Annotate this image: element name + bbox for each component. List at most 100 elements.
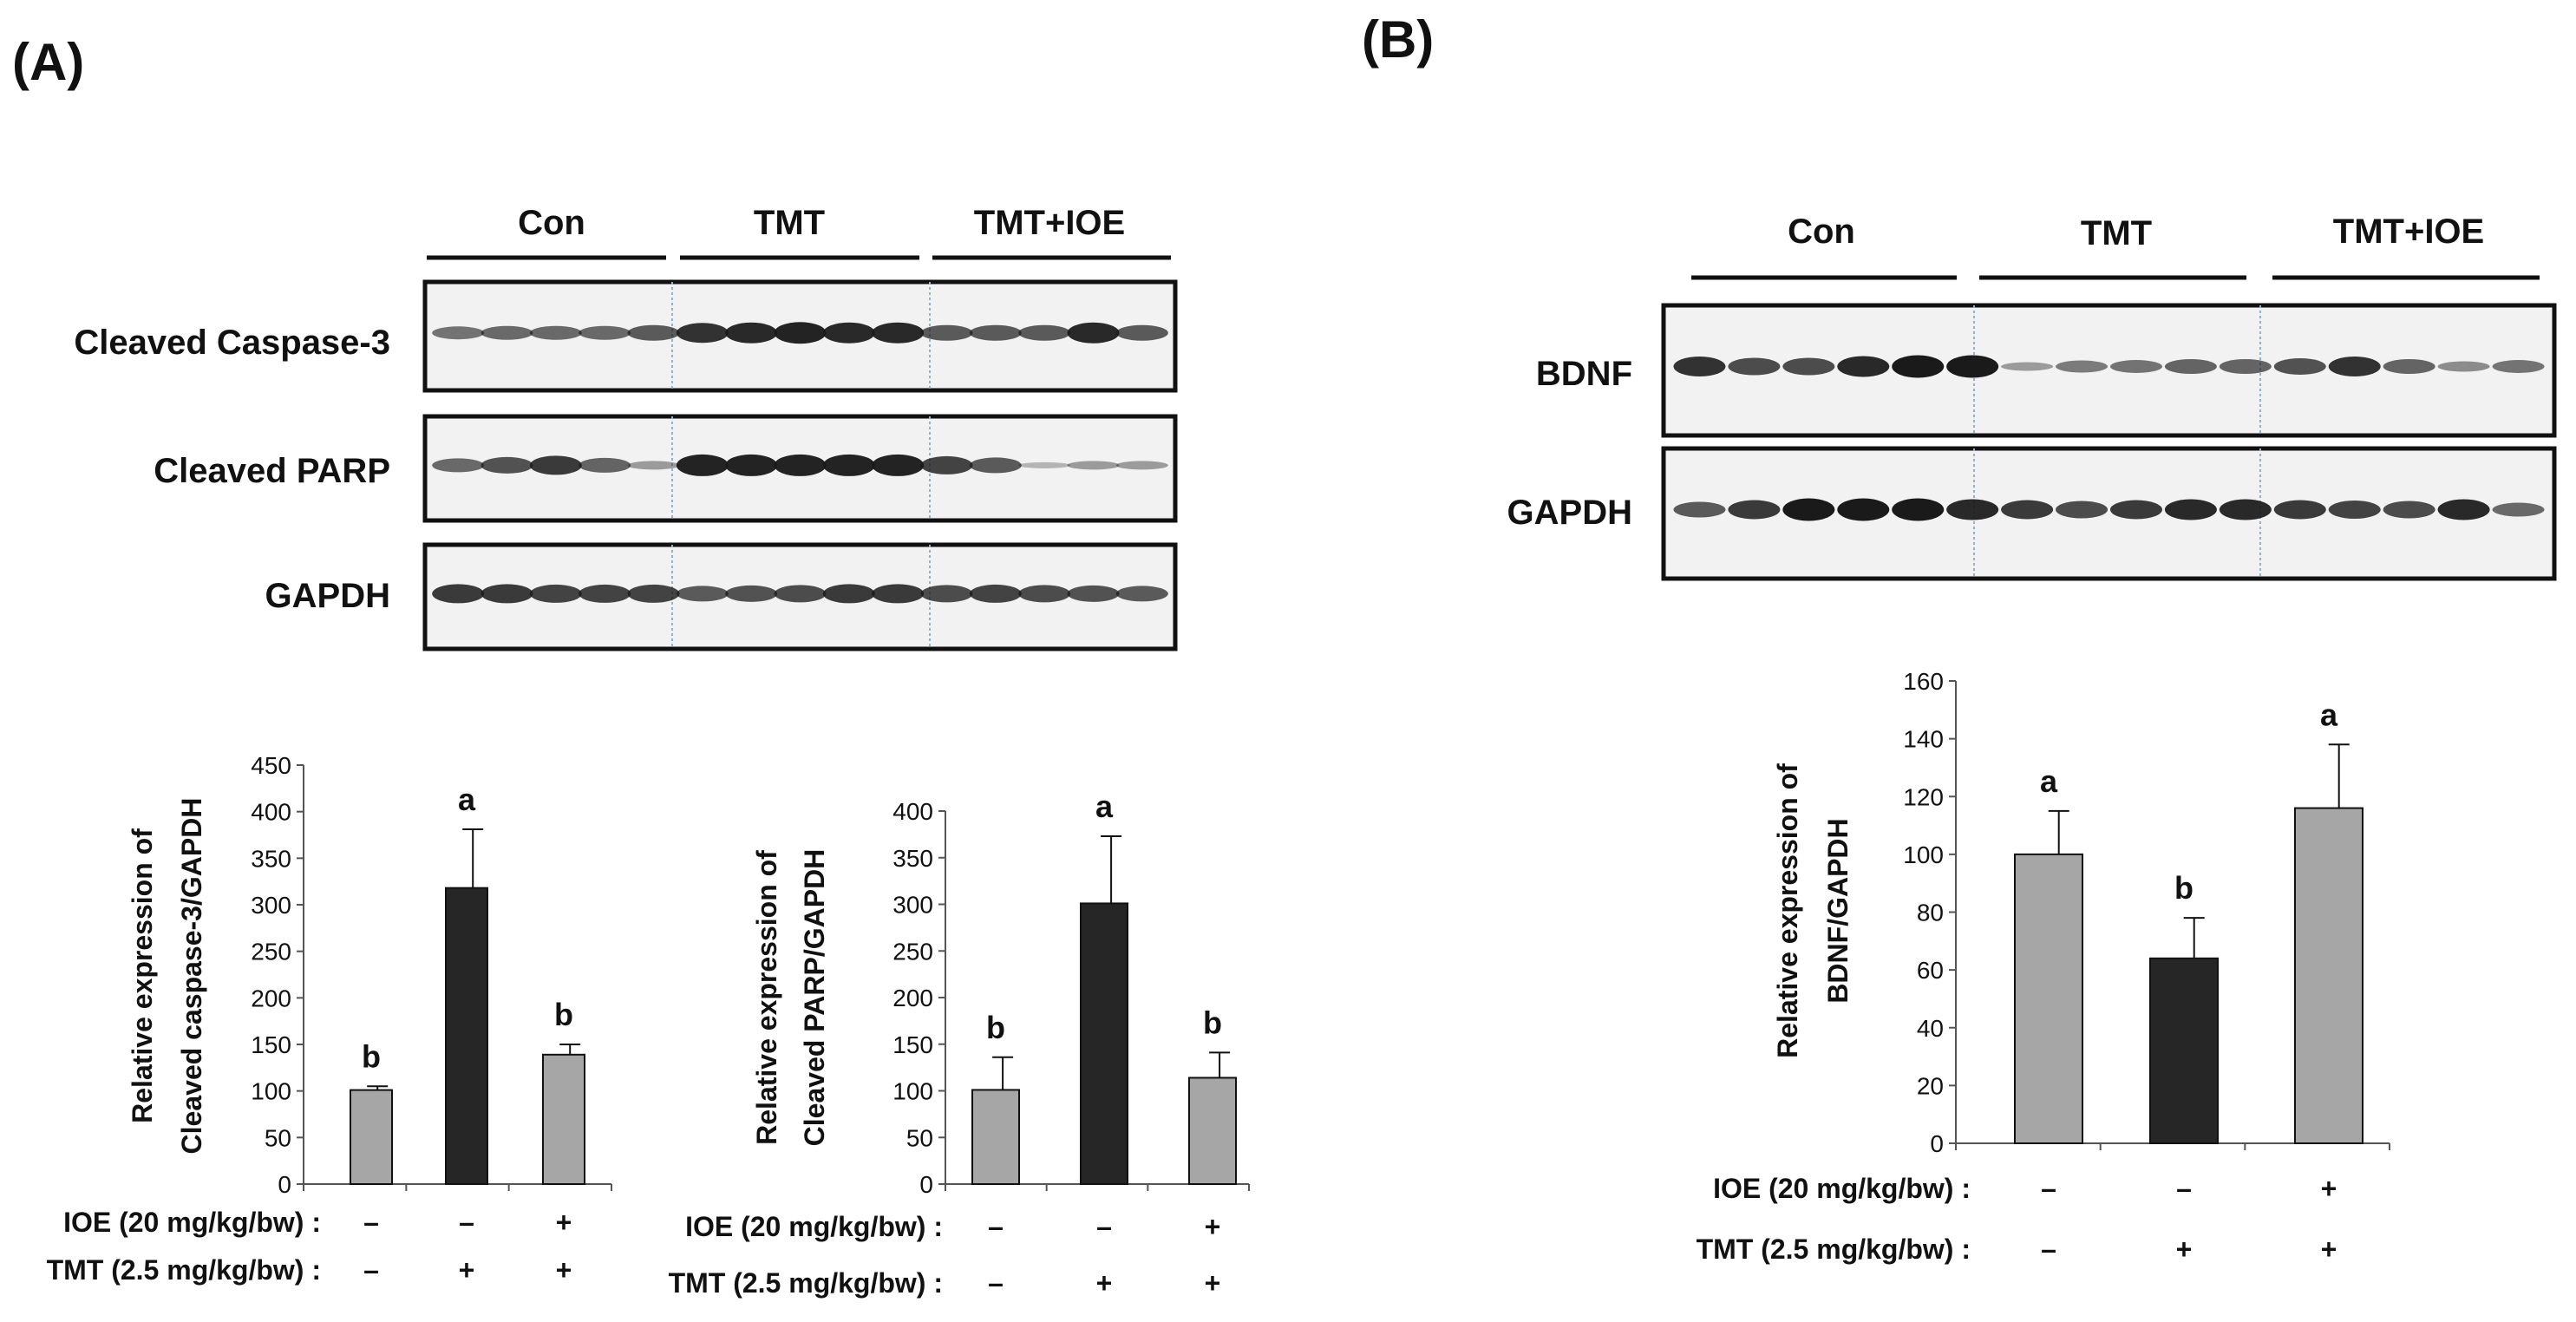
blot-band [969, 324, 1022, 341]
bar-chart-caspase3: 0 50 100 150 200 250 300 350 400 450 Relative expr… [47, 752, 612, 1286]
blot-band [2437, 499, 2490, 520]
blot-band [2383, 359, 2435, 374]
blot-band [2056, 501, 2109, 519]
blot-band [774, 322, 827, 344]
bar [2294, 807, 2364, 1144]
blot-band [529, 584, 582, 603]
blot-band [579, 457, 631, 473]
blot-band [872, 454, 925, 476]
treatment-mark: – [2041, 1234, 2056, 1265]
y-tick-label: 250 [251, 939, 291, 965]
treatment-mark: + [2176, 1234, 2193, 1265]
blot-band [2056, 360, 2109, 373]
blot-band [529, 455, 582, 475]
y-axis-title: Relative expression of [751, 850, 782, 1145]
y-tick-label: 300 [251, 892, 291, 919]
treatment-label: IOE (20 mg/kg/bw) : [1713, 1173, 1971, 1204]
blot-band [725, 454, 778, 476]
treatment-mark: – [363, 1207, 379, 1238]
blot-label-bdnf: BDNF [1536, 355, 1632, 393]
blot-band [2219, 499, 2272, 520]
bar-chart-parp: 0 50 100 150 200 250 300 350 400 Relative express… [669, 789, 1250, 1299]
significance-letter: a [458, 782, 476, 817]
y-axis-title: Cleaved PARP/GAPDH [799, 849, 830, 1147]
blot-band [481, 584, 533, 604]
blot-band [1067, 585, 1120, 602]
blot-band [1018, 461, 1071, 468]
blot-band [2109, 360, 2162, 373]
blot-band [1067, 322, 1120, 344]
blot-band [1067, 461, 1120, 470]
y-tick-label: 160 [1903, 668, 1944, 695]
treatment-mark: + [1205, 1211, 1221, 1242]
blot-band [432, 584, 485, 604]
group-label-tmt: TMT [754, 204, 825, 242]
group-label-tmt-ioe-b: TMT+IOE [2333, 213, 2484, 251]
blot-band [920, 324, 973, 341]
treatment-mark: – [988, 1267, 1004, 1299]
treatment-label: IOE (20 mg/kg/bw) : [63, 1207, 321, 1238]
significance-letter: b [2174, 870, 2194, 906]
y-tick-label: 20 [1917, 1072, 1944, 1099]
blot-band [1673, 501, 1726, 518]
treatment-mark: – [1096, 1211, 1112, 1242]
y-tick-label: 400 [892, 798, 933, 825]
treatment-mark: + [556, 1207, 572, 1238]
y-tick-label: 450 [251, 752, 291, 779]
blot-band [1837, 498, 1890, 521]
blot-band [1115, 586, 1168, 602]
blot-band [2164, 499, 2217, 520]
bar [445, 887, 488, 1185]
y-tick-label: 100 [251, 1078, 291, 1105]
blot-band [2383, 501, 2435, 519]
significance-letter: a [2040, 763, 2058, 799]
treatment-label: IOE (20 mg/kg/bw) : [685, 1211, 943, 1242]
blot-band [1837, 356, 1890, 377]
blot-band [1946, 499, 1999, 520]
blot-panel-a: Con TMT TMT+IOE Cleaved Caspase-3 Cleave… [74, 204, 1178, 651]
bar [1188, 1077, 1237, 1185]
panel-letter-b: (B) [1362, 10, 1434, 69]
blot-band [2328, 357, 2381, 376]
blot-band [529, 325, 582, 340]
y-tick-label: 200 [251, 985, 291, 1011]
bar [2149, 957, 2219, 1145]
blot-band [1728, 500, 1781, 520]
blot-band [2492, 360, 2545, 373]
blot-band [2492, 502, 2545, 517]
blot-band [920, 585, 973, 603]
bar [971, 1089, 1020, 1186]
y-tick-label: 400 [251, 799, 291, 826]
treatment-mark: + [459, 1254, 475, 1286]
y-tick-label: 150 [892, 1031, 933, 1058]
treatment-mark: – [988, 1211, 1004, 1242]
blot-band [2328, 501, 2381, 519]
bar [2014, 853, 2083, 1144]
y-tick-label: 0 [278, 1171, 291, 1198]
blot-band [2164, 359, 2217, 374]
blot-band [969, 457, 1022, 474]
blot-band [774, 454, 827, 476]
panel-letter-a: (A) [12, 33, 84, 91]
blot-band [822, 584, 875, 604]
blot-band [872, 584, 925, 604]
y-axis-title: Relative expression of [1772, 763, 1803, 1058]
blot-band [627, 324, 680, 341]
blot-band [725, 585, 778, 602]
y-tick-label: 80 [1917, 900, 1944, 926]
blot-band [1892, 498, 1945, 521]
y-tick-label: 200 [892, 985, 933, 1011]
y-tick-label: 250 [892, 938, 933, 965]
y-tick-label: 150 [251, 1031, 291, 1058]
blot-panel-b: Con TMT TMT+IOE BDNF GAPDH [1507, 213, 2557, 581]
blot-band [579, 584, 631, 603]
blot-band [432, 326, 485, 340]
significance-letter: a [1095, 789, 1114, 824]
treatment-mark: + [2321, 1173, 2337, 1204]
blot-band [676, 586, 729, 602]
blot-band [2001, 500, 2054, 520]
y-tick-label: 60 [1917, 957, 1944, 984]
y-tick-label: 350 [251, 845, 291, 872]
blot-band [1115, 461, 1168, 470]
y-tick-label: 350 [892, 845, 933, 872]
